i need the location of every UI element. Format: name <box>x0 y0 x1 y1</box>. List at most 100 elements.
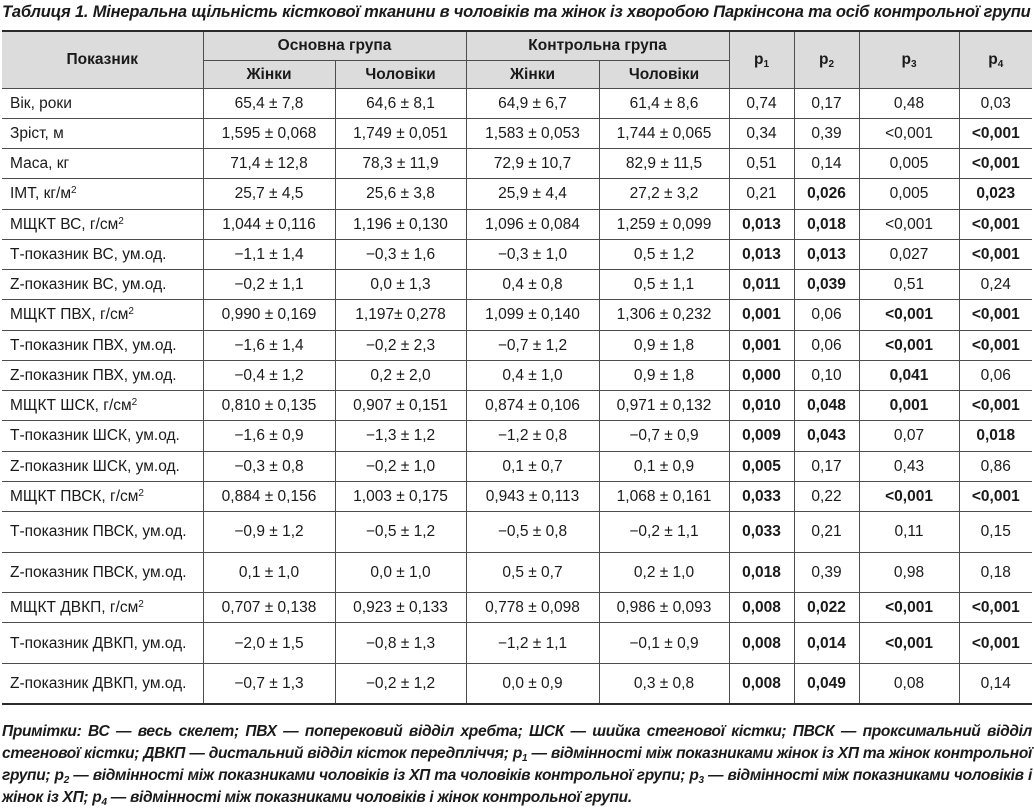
value-cell: 0,810 ± 0,135 <box>202 389 336 422</box>
header-indicator: Показник <box>2 30 204 89</box>
table-row: ІМТ, кг/м2 25,7 ± 4,5 25,6 ± 3,8 25,9 ± 4,4… <box>2 178 1033 210</box>
p-value-cell: 0,014 <box>793 622 860 664</box>
p-value-cell: 0,005 <box>858 147 960 180</box>
value-cell: −0,3 ± 0,8 <box>202 450 336 482</box>
p-value-cell: 0,86 <box>958 450 1033 482</box>
value-cell: −0,4 ± 1,2 <box>202 359 336 392</box>
p-value-cell: <0,001 <box>958 117 1033 150</box>
value-cell: 0,5 ± 1,1 <box>598 268 730 301</box>
p-value-cell: <0,001 <box>858 208 960 240</box>
p-value-cell: 0,06 <box>958 359 1033 392</box>
value-cell: −0,2 ± 2,3 <box>334 329 467 361</box>
value-cell: 65,4 ± 7,8 <box>202 87 336 119</box>
table-row: Т-показник ДВКП, ум.од. −2,0 ± 1,5 −0,8 ± … <box>2 622 1033 664</box>
value-cell: 61,4 ± 8,6 <box>598 87 730 119</box>
value-cell: 0,0 ± 0,9 <box>465 662 600 705</box>
p-value-cell: 0,39 <box>793 117 860 150</box>
value-cell: 1,099 ± 0,140 <box>465 299 600 331</box>
value-cell: 1,197± 0,278 <box>334 299 467 331</box>
value-cell: −0,8 ± 1,3 <box>334 622 467 664</box>
value-cell: 0,907 ± 0,151 <box>334 389 467 422</box>
row-label: Z-показник ПВСК, ум.од. <box>2 551 204 594</box>
table-row: Маса, кг 71,4 ± 12,8 78,3 ± 11,9 72,9 ± 10,… <box>2 147 1033 180</box>
value-cell: 1,583 ± 0,053 <box>465 117 600 150</box>
p-value-cell: 0,43 <box>858 450 960 482</box>
value-cell: 0,884 ± 0,156 <box>202 480 336 513</box>
value-cell: 0,9 ± 1,8 <box>598 329 730 361</box>
table-row: Z-показник ШСК, ум.од. −0,3 ± 0,8 −0,2 ± 1… <box>2 450 1033 482</box>
value-cell: 72,9 ± 10,7 <box>465 147 600 180</box>
value-cell: 71,4 ± 12,8 <box>202 147 336 180</box>
value-cell: 0,971 ± 0,132 <box>598 389 730 422</box>
p-value-cell: 0,043 <box>793 420 860 452</box>
table-row: Вік, роки 65,4 ± 7,8 64,6 ± 8,1 64,9 ± 6,7 6… <box>2 87 1033 119</box>
p-value-cell: 0,008 <box>728 662 795 705</box>
value-cell: 0,778 ± 0,098 <box>465 592 600 624</box>
p-value-cell: 0,011 <box>728 268 795 301</box>
value-cell: −0,1 ± 0,9 <box>598 622 730 664</box>
table-row: Z-показник ДВКП, ум.од. −0,7 ± 1,3 −0,2 ± … <box>2 662 1033 705</box>
value-cell: −1,3 ± 1,2 <box>334 420 467 452</box>
p-value-cell: 0,03 <box>958 87 1033 119</box>
table-row: Т-показник ШСК, ум.од. −1,6 ± 0,9 −1,3 ± 1… <box>2 420 1033 452</box>
value-cell: 0,986 ± 0,093 <box>598 592 730 624</box>
p-value-cell: 0,10 <box>793 359 860 392</box>
row-label: Вік, роки <box>2 87 204 119</box>
value-cell: −0,7 ± 0,9 <box>598 420 730 452</box>
table-row: МЩКТ ШСК, г/см2 0,810 ± 0,135 0,907 ± 0,15… <box>2 389 1033 422</box>
p-value-cell: 0,24 <box>958 268 1033 301</box>
p-value-cell: <0,001 <box>958 208 1033 240</box>
p-value-cell: 0,22 <box>793 480 860 513</box>
p-value-cell: 0,026 <box>793 178 860 210</box>
value-cell: 25,9 ± 4,4 <box>465 178 600 210</box>
value-cell: 0,1 ± 0,7 <box>465 450 600 482</box>
p-value-cell: 0,010 <box>728 389 795 422</box>
value-cell: 0,874 ± 0,106 <box>465 389 600 422</box>
row-label: Т-показник ПВХ, ум.од. <box>2 329 204 361</box>
header-p2: p2 <box>793 30 860 89</box>
value-cell: 0,707 ± 0,138 <box>202 592 336 624</box>
value-cell: −0,5 ± 0,8 <box>465 511 600 553</box>
header-control-men: Чоловіки <box>598 59 730 89</box>
value-cell: −1,2 ± 0,8 <box>465 420 600 452</box>
p-value-cell: 0,34 <box>728 117 795 150</box>
table-row: Зріст, м 1,595 ± 0,068 1,749 ± 0,051 1,583 … <box>2 117 1033 150</box>
value-cell: 1,044 ± 0,116 <box>202 208 336 240</box>
p-value-cell: 0,001 <box>728 329 795 361</box>
table-row: МЩКТ ПВСК, г/см2 0,884 ± 0,156 1,003 ± 0,1… <box>2 480 1033 513</box>
p-value-cell: 0,21 <box>793 511 860 553</box>
p-value-cell: 0,023 <box>958 178 1033 210</box>
p-value-cell: <0,001 <box>958 389 1033 422</box>
value-cell: 1,096 ± 0,084 <box>465 208 600 240</box>
p-value-cell: 0,98 <box>858 551 960 594</box>
p-value-cell: 0,048 <box>793 389 860 422</box>
value-cell: 27,2 ± 3,2 <box>598 178 730 210</box>
table-row: МЩКТ ВС, г/см2 1,044 ± 0,116 1,196 ± 0,130… <box>2 208 1033 240</box>
header-p3: p3 <box>858 30 960 89</box>
value-cell: −2,0 ± 1,5 <box>202 622 336 664</box>
p-value-cell: 0,14 <box>793 147 860 180</box>
table-row: Т-показник ПВСК, ум.од. −0,9 ± 1,2 −0,5 ± … <box>2 511 1033 553</box>
table-row: Т-показник ПВХ, ум.од. −1,6 ± 1,4 −0,2 ± 2… <box>2 329 1033 361</box>
value-cell: −0,3 ± 1,6 <box>334 238 467 271</box>
value-cell: −1,1 ± 1,4 <box>202 238 336 271</box>
p-value-cell: <0,001 <box>858 329 960 361</box>
row-label: МЩКТ ШСК, г/см2 <box>2 389 204 422</box>
row-label: Z-показник ШСК, ум.од. <box>2 450 204 482</box>
value-cell: 1,744 ± 0,065 <box>598 117 730 150</box>
row-label: Т-показник ПВСК, ум.од. <box>2 511 204 553</box>
value-cell: 25,7 ± 4,5 <box>202 178 336 210</box>
value-cell: 1,749 ± 0,051 <box>334 117 467 150</box>
value-cell: −0,2 ± 1,0 <box>334 450 467 482</box>
p-value-cell: 0,11 <box>858 511 960 553</box>
row-label: ІМТ, кг/м2 <box>2 178 204 210</box>
row-label: Z-показник ПВХ, ум.од. <box>2 359 204 392</box>
p-value-cell: 0,013 <box>728 238 795 271</box>
value-cell: 0,0 ± 1,0 <box>334 551 467 594</box>
value-cell: 0,2 ± 2,0 <box>334 359 467 392</box>
row-label: МЩКТ ВС, г/см2 <box>2 208 204 240</box>
p-value-cell: 0,022 <box>793 592 860 624</box>
p-value-cell: 0,74 <box>728 87 795 119</box>
value-cell: 0,5 ± 0,7 <box>465 551 600 594</box>
value-cell: −0,7 ± 1,2 <box>465 329 600 361</box>
